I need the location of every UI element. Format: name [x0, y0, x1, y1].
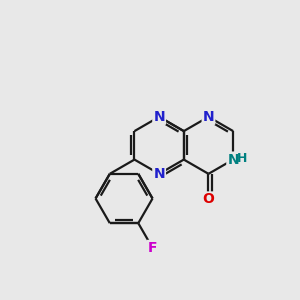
Text: N: N — [153, 110, 165, 124]
Text: N: N — [153, 167, 165, 181]
Text: H: H — [237, 152, 248, 165]
Text: N: N — [227, 153, 239, 166]
Text: O: O — [202, 193, 214, 206]
Text: F: F — [148, 241, 157, 255]
Text: N: N — [203, 110, 214, 124]
